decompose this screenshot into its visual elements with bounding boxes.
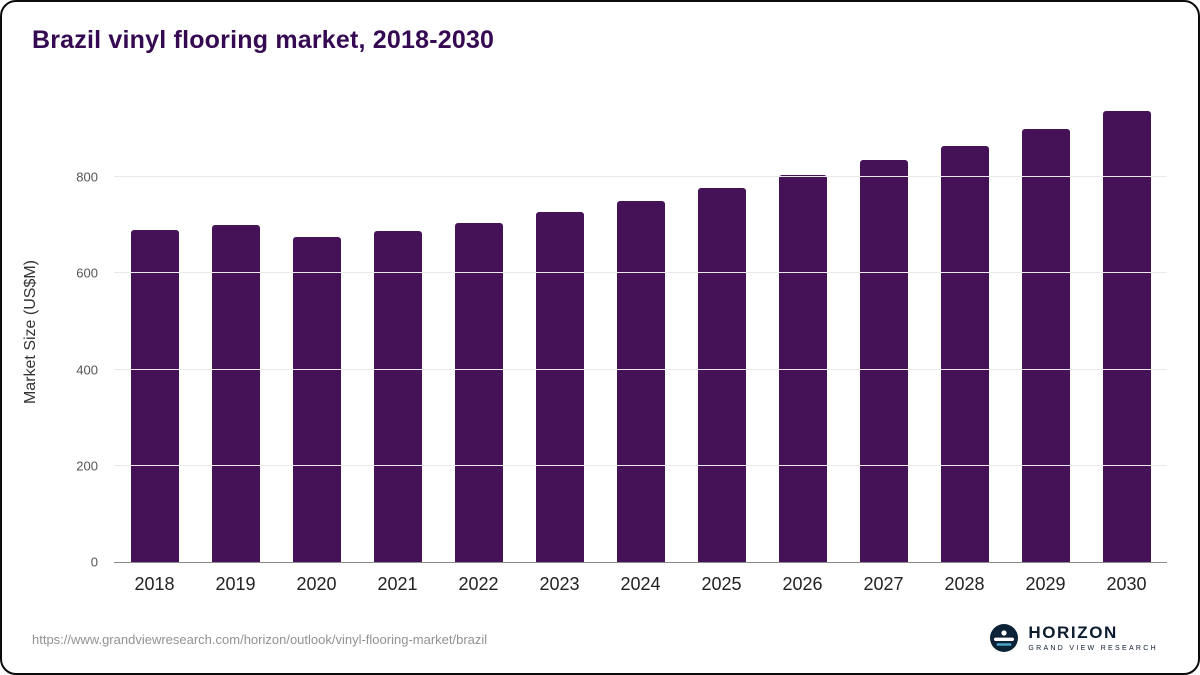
bar-2023 — [535, 211, 584, 562]
bar-slot — [843, 102, 924, 562]
bar-2020 — [292, 237, 341, 562]
gridline — [114, 368, 1167, 370]
x-tick-label: 2019 — [215, 574, 256, 594]
bar-2028 — [940, 145, 989, 562]
x-tick-label: 2027 — [863, 574, 904, 594]
bar-2029 — [1021, 128, 1070, 562]
y-tick-label: 400 — [76, 362, 98, 378]
x-tick-label: 2029 — [1025, 574, 1066, 594]
bar-2030 — [1102, 110, 1151, 562]
y-tick-label: 600 — [76, 265, 98, 281]
bar-slot — [195, 102, 276, 562]
source-url: https://www.grandviewresearch.com/horizo… — [32, 632, 488, 647]
horizon-logo-icon — [990, 624, 1019, 652]
bar-slot — [114, 102, 195, 562]
bar-slot — [681, 102, 762, 562]
bar-2021 — [373, 230, 422, 562]
y-axis-ticks: 0 200 400 600 800 — [2, 102, 106, 570]
x-tick-label: 2020 — [296, 574, 337, 594]
page-title: Brazil vinyl flooring market, 2018-2030 — [32, 26, 495, 54]
bar-slot — [924, 102, 1005, 562]
bar-2022 — [454, 222, 503, 562]
x-tick-label: 2028 — [944, 574, 985, 594]
brand-name: HORIZON — [1028, 622, 1118, 642]
logo-text: HORIZON GRAND VIEW RESEARCH — [1028, 622, 1158, 652]
bar-2026 — [778, 174, 827, 562]
x-tick-label: 2025 — [701, 574, 742, 594]
bar-2019 — [211, 225, 260, 562]
bar-2025 — [697, 187, 746, 562]
x-tick-label: 2018 — [134, 574, 175, 594]
bar-2018 — [130, 230, 179, 562]
bar-slot — [1005, 102, 1086, 562]
x-axis-labels: 2018 2019 2020 2021 2022 2023 2024 2025 2026 2027… — [114, 574, 1167, 595]
bar-2024 — [616, 201, 665, 562]
bar-slot — [438, 102, 519, 562]
bar-slot — [762, 102, 843, 562]
bars-row — [114, 102, 1167, 562]
gridline — [114, 176, 1167, 178]
y-tick-label: 200 — [76, 458, 98, 474]
gridline — [114, 272, 1167, 274]
bar-slot — [357, 102, 438, 562]
y-tick-label: 0 — [90, 554, 98, 570]
horizon-logo: HORIZON GRAND VIEW RESEARCH — [989, 623, 1158, 653]
bar-2027 — [859, 160, 908, 562]
x-tick-label: 2030 — [1106, 574, 1147, 594]
bar-slot — [519, 102, 600, 562]
x-tick-label: 2022 — [458, 574, 499, 594]
brand-tagline: GRAND VIEW RESEARCH — [1028, 644, 1158, 652]
gridline — [114, 464, 1167, 466]
y-tick-label: 800 — [76, 169, 98, 185]
bar-slot — [600, 102, 681, 562]
x-tick-label: 2023 — [539, 574, 580, 594]
plot-area — [114, 102, 1167, 563]
x-tick-label: 2024 — [620, 574, 661, 594]
x-tick-label: 2021 — [377, 574, 418, 594]
bar-slot — [276, 102, 357, 562]
x-tick-label: 2026 — [782, 574, 823, 594]
bar-slot — [1086, 102, 1167, 562]
